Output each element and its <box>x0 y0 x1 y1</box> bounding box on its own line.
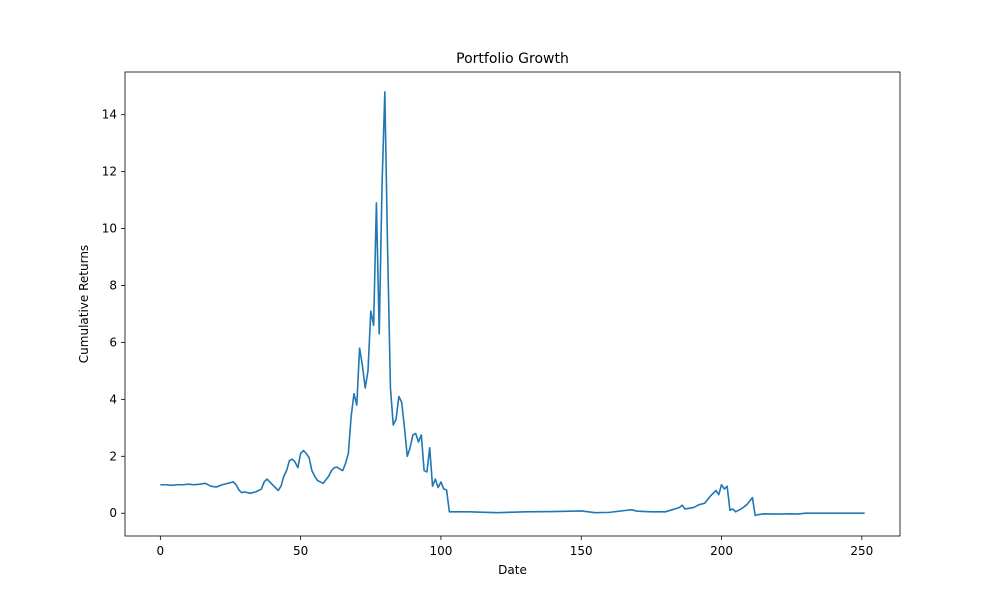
y-axis-ticks: 0 2 4 6 8 10 12 14 <box>102 108 125 520</box>
y-tick-label: 2 <box>109 449 117 463</box>
chart-title: Portfolio Growth <box>456 51 569 67</box>
series-line-0 <box>160 91 865 517</box>
y-axis-label: Cumulative Returns <box>77 245 91 363</box>
x-tick-label: 100 <box>429 544 452 558</box>
y-tick-label: 4 <box>109 392 117 406</box>
y-tick-label: 12 <box>102 165 117 179</box>
x-tick-label: 150 <box>570 544 593 558</box>
y-tick-label: 14 <box>102 108 117 122</box>
series-lines <box>160 91 865 517</box>
y-tick-label: 6 <box>109 335 117 349</box>
x-tick-label: 250 <box>850 544 873 558</box>
y-tick-label: 0 <box>109 506 117 520</box>
x-axis-label: Date <box>498 563 527 577</box>
x-tick-label: 200 <box>710 544 733 558</box>
plot-area <box>125 72 900 536</box>
x-axis-ticks: 0 50 100 150 200 250 <box>157 536 873 558</box>
y-tick-label: 10 <box>102 222 117 236</box>
x-tick-label: 50 <box>293 544 308 558</box>
y-tick-label: 8 <box>109 278 117 292</box>
plot-frame <box>124 71 901 537</box>
x-tick-label: 0 <box>157 544 165 558</box>
